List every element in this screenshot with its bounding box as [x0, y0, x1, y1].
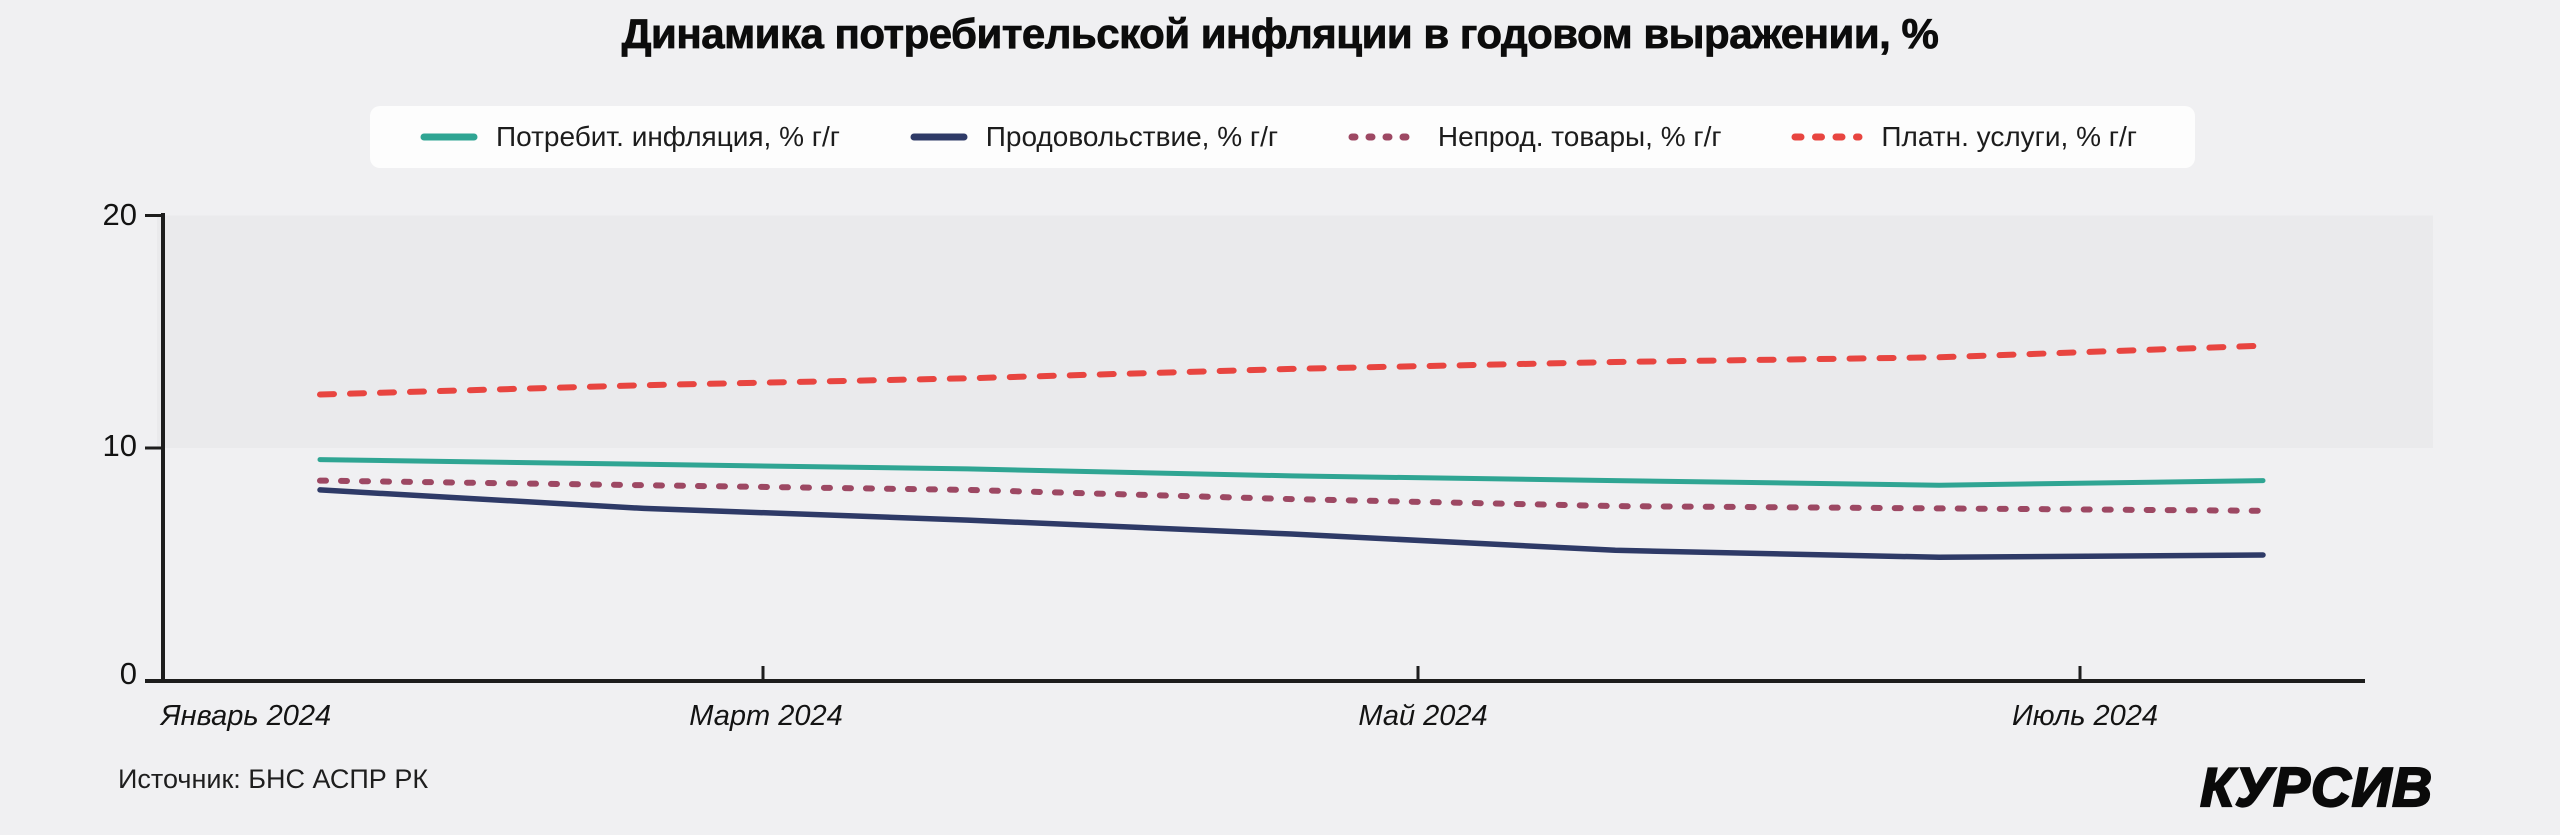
- x-tick-label-january: Январь 2024: [160, 700, 332, 732]
- x-tick-label-march: Март 2024: [689, 700, 843, 732]
- legend-label-services: Платн. услуги, % г/г: [1881, 121, 2137, 152]
- legend-swatch-food-line: [910, 132, 968, 142]
- chart-title: Динамика потребительской инфляции в годо…: [621, 10, 1939, 58]
- y-tick-label-20: 20: [102, 197, 137, 232]
- legend: Потребит. инфляция, % г/г Продовольствие…: [370, 106, 2195, 168]
- kursiv-logo: КУРСИВ: [2199, 755, 2433, 819]
- legend-swatch-nonfood-line: [1348, 132, 1420, 142]
- legend-item-nonfood: Непрод. товары, % г/г: [1348, 121, 1722, 153]
- legend-item-food: Продовольствие, % г/г: [910, 121, 1278, 153]
- legend-label-food: Продовольствие, % г/г: [985, 121, 1279, 152]
- series-line-2: [317, 477, 2266, 514]
- series-line-3: [317, 342, 2266, 398]
- upper-band: [157, 215, 2433, 448]
- y-tick-label-10: 10: [102, 428, 137, 463]
- legend-item-services: Платн. услуги, % г/г: [1791, 121, 2137, 153]
- x-tick-label-may: Май 2024: [1358, 700, 1488, 732]
- source-note: Источник: БНС АСПР РК: [118, 764, 429, 794]
- legend-label-cpi: Потребит. инфляция, % г/г: [496, 121, 840, 152]
- legend-item-cpi: Потребит. инфляция, % г/г: [420, 121, 840, 153]
- series-line-0: [317, 457, 2266, 488]
- y-tick-label-0: 0: [119, 656, 137, 691]
- legend-label-nonfood: Непрод. товары, % г/г: [1437, 121, 1722, 152]
- x-tick-label-july: Июль 2024: [2011, 700, 2159, 732]
- legend-swatch-cpi-line: [420, 132, 478, 142]
- series-line-1: [317, 487, 2266, 561]
